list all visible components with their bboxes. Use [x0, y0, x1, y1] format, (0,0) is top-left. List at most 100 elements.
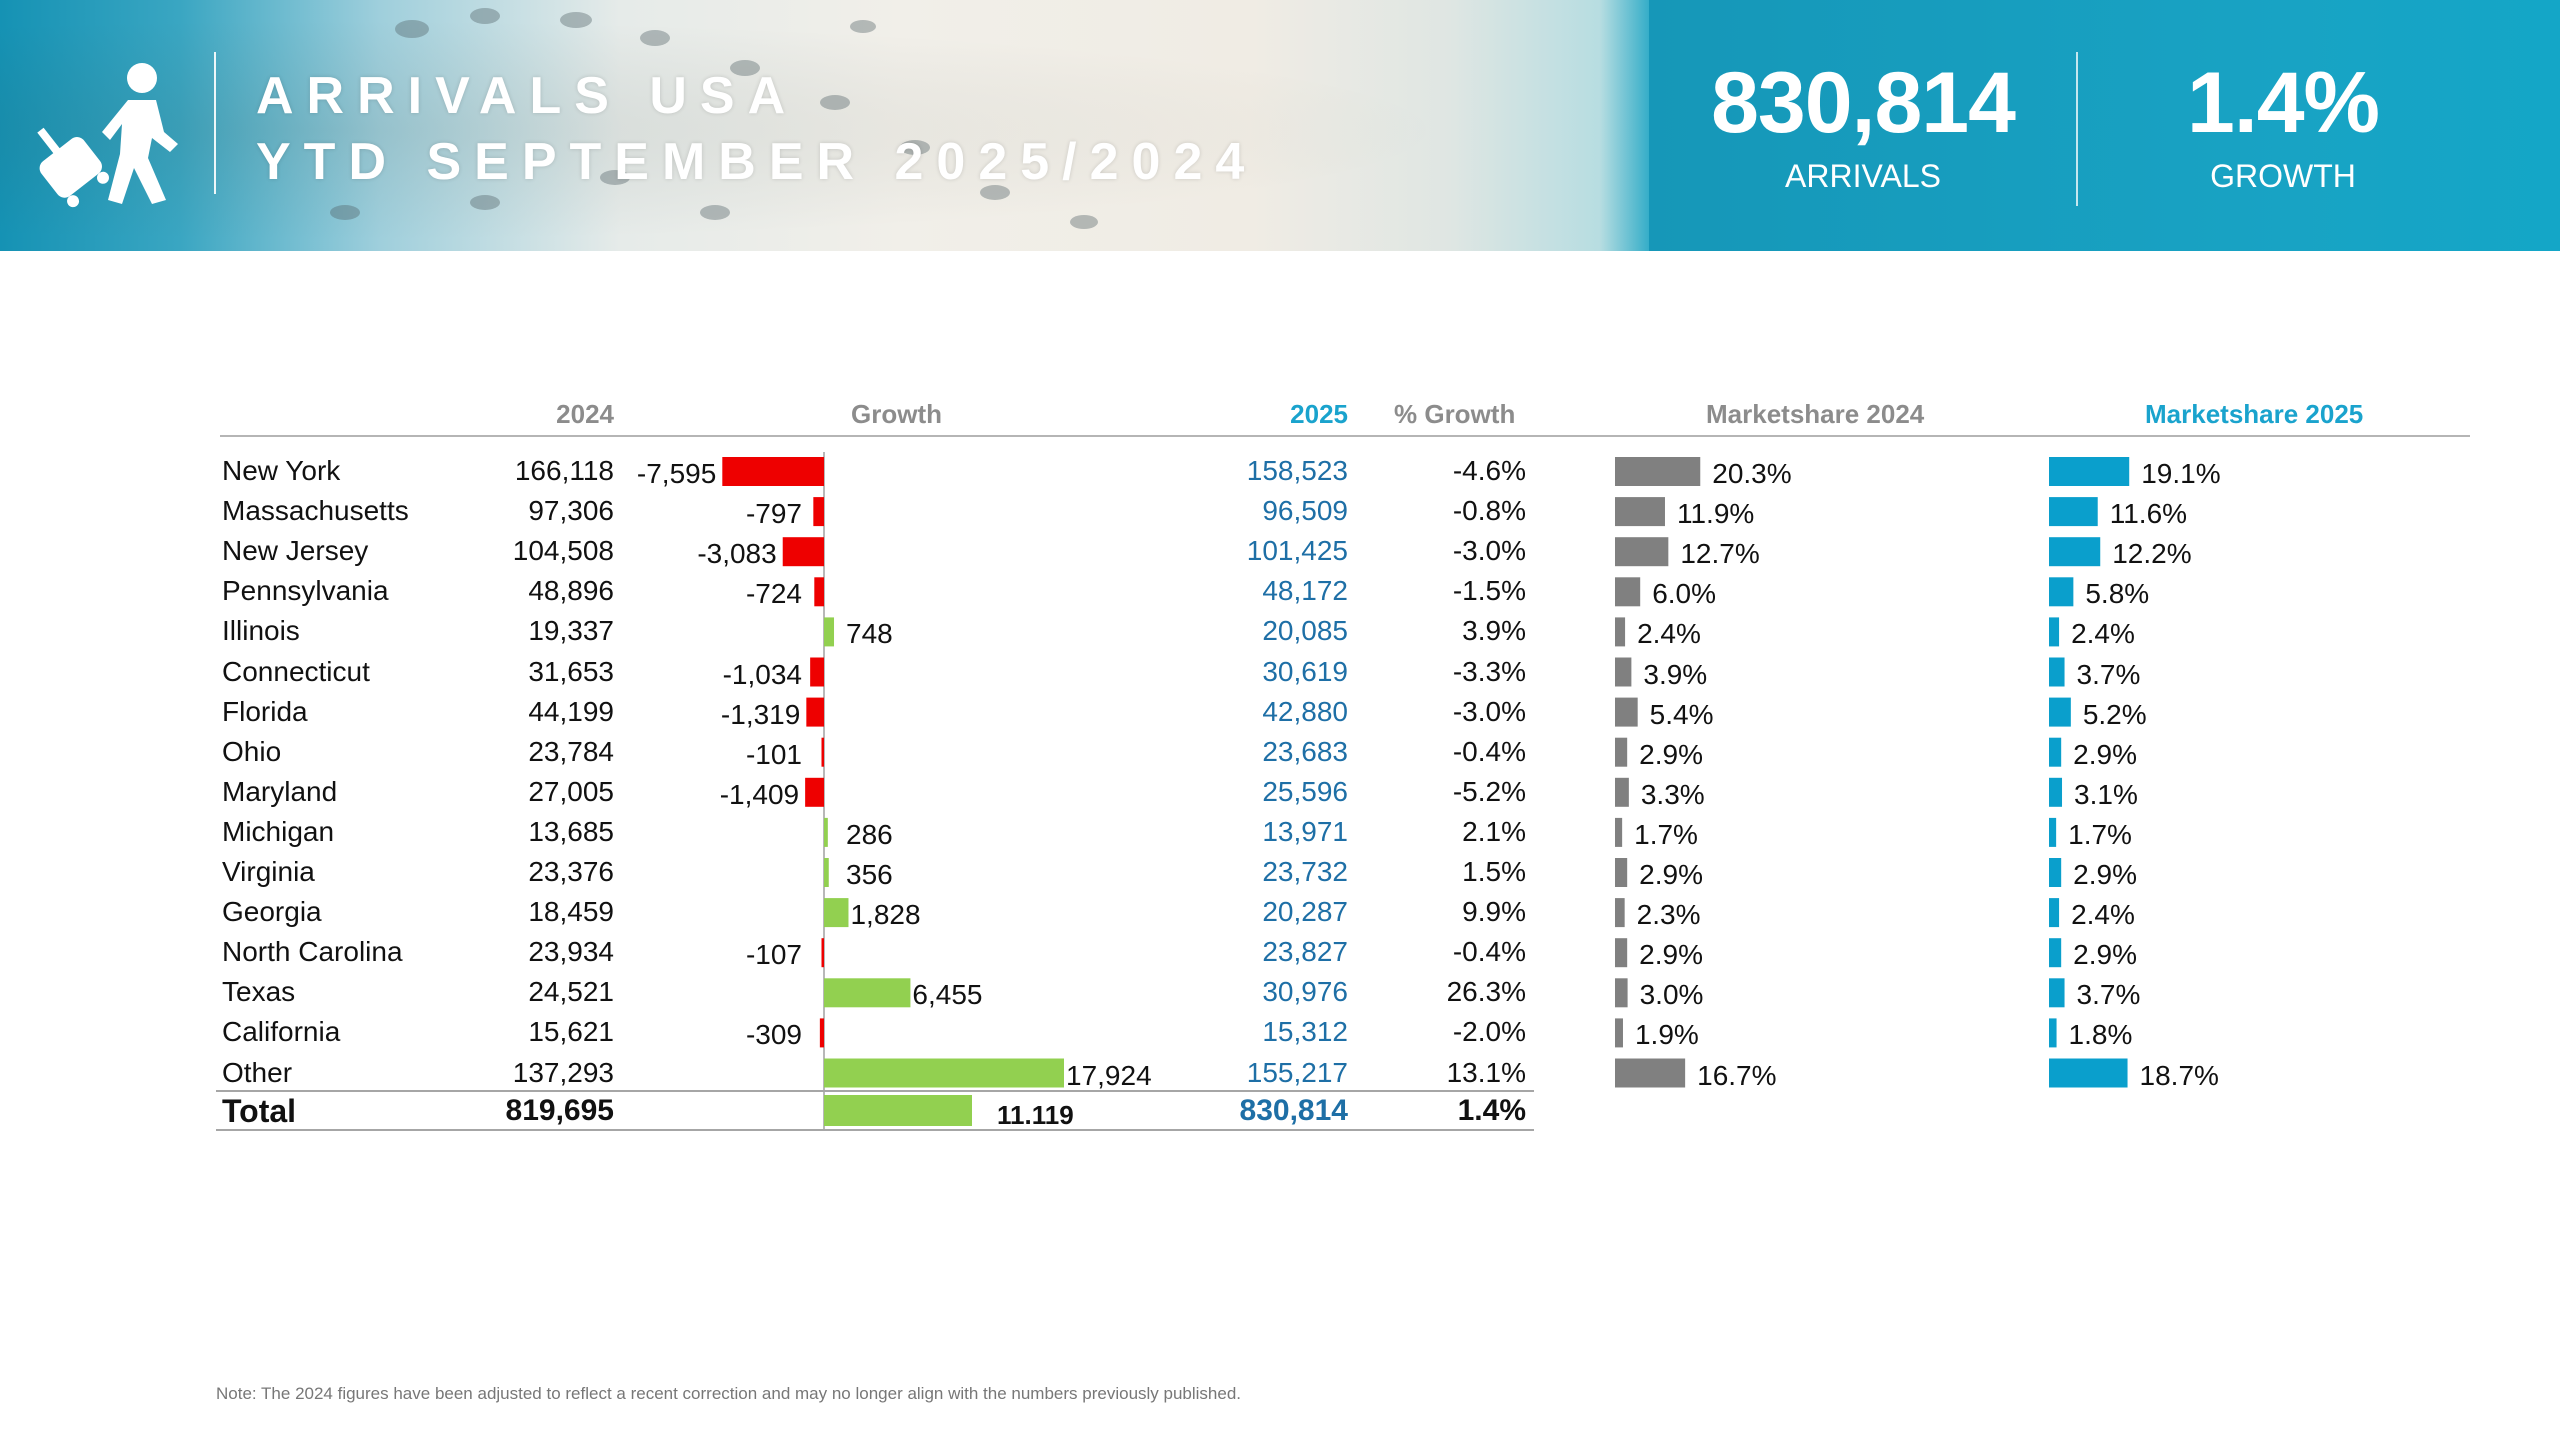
- growth-label: GROWTH: [2210, 158, 2356, 194]
- value-2024: 166,118: [514, 455, 614, 486]
- total-label: Total: [222, 1093, 297, 1129]
- growth-label: 1,828: [850, 899, 921, 931]
- growth-bar: [824, 617, 835, 647]
- title-line-1: ARRIVALS USA: [256, 67, 799, 125]
- share-2025-label: 5.2%: [2082, 698, 2147, 730]
- umbrella-decor: [640, 30, 670, 46]
- growth-bar: [821, 737, 824, 767]
- share-2024-bar: [1615, 1058, 1686, 1088]
- share-2025-label: 2.9%: [2073, 859, 2137, 890]
- value-2024: 23,784: [528, 735, 614, 767]
- pct-growth: 1.5%: [1462, 856, 1526, 887]
- value-2024: 27,005: [528, 775, 614, 807]
- share-2024-label: 2.9%: [1639, 738, 1703, 770]
- share-2025-label: 5.8%: [2085, 578, 2150, 610]
- share-2025-label: 2.9%: [2073, 939, 2137, 971]
- state-label: Texas: [222, 976, 296, 1008]
- stats-panel: [1649, 0, 2560, 251]
- growth-bar: [819, 1018, 824, 1048]
- share-2025-bar: [2049, 617, 2060, 647]
- stats-divider: [2076, 52, 2078, 206]
- total-growth-bar: [824, 1095, 972, 1126]
- share-2025-bar: [2049, 497, 2098, 527]
- growth-bar: [824, 898, 849, 928]
- growth-label: -7,595: [636, 458, 717, 489]
- share-2024-bar: [1615, 777, 1629, 807]
- pct-growth: -3.0%: [1452, 535, 1526, 567]
- state-label: North Carolina: [222, 936, 403, 968]
- share-2024-bar: [1615, 657, 1632, 687]
- arrivals-value: 830,814: [1711, 55, 2016, 151]
- share-2024-label: 5.4%: [1649, 698, 1714, 730]
- state-label: Illinois: [222, 615, 300, 647]
- share-2025-bar: [2049, 858, 2062, 887]
- arrivals-label: ARRIVALS: [1785, 158, 1941, 194]
- value-2025: 23,827: [1262, 936, 1348, 968]
- total-2025: 830,814: [1239, 1094, 1348, 1127]
- umbrella-decor: [900, 140, 930, 155]
- share-2024-bar: [1615, 817, 1623, 847]
- value-2024: 137,293: [512, 1056, 614, 1088]
- share-2024-bar: [1615, 617, 1626, 647]
- state-label: Massachusetts: [222, 495, 409, 527]
- pct-growth: 13.1%: [1446, 1056, 1526, 1088]
- beach-shade: [0, 0, 1650, 251]
- growth-bar: [821, 938, 824, 968]
- value-2025: 101,425: [1246, 535, 1348, 567]
- umbrella-decor: [560, 12, 592, 28]
- growth-label: -724: [745, 578, 802, 610]
- share-2025-bar: [2049, 457, 2130, 486]
- state-label: Pennsylvania: [222, 575, 389, 607]
- umbrella-decor: [850, 20, 876, 33]
- share-2024-bar: [1615, 978, 1628, 1008]
- umbrella-decor: [730, 60, 760, 76]
- value-2024: 23,934: [528, 936, 614, 968]
- growth-bar: [810, 657, 824, 687]
- umbrella-decor: [600, 170, 630, 185]
- share-2025-bar: [2049, 737, 2062, 767]
- value-2024: 31,653: [528, 655, 614, 687]
- growth-bar: [824, 1058, 1064, 1088]
- value-2024: 23,376: [528, 856, 614, 887]
- state-label: Other: [222, 1056, 293, 1088]
- share-2025-label: 2.4%: [2071, 899, 2135, 931]
- share-2025-bar: [2049, 817, 2057, 847]
- share-2025-bar: [2049, 1018, 2057, 1048]
- value-2025: 20,287: [1262, 896, 1348, 928]
- share-2025-label: 3.7%: [2076, 658, 2141, 690]
- share-2025-bar: [2049, 537, 2101, 567]
- growth-bar: [805, 777, 824, 807]
- col-header-share-2025: Marketshare 2025: [2145, 399, 2364, 429]
- value-2024: 15,621: [528, 1016, 614, 1048]
- state-label: California: [222, 1016, 341, 1048]
- value-2025: 158,523: [1246, 455, 1348, 486]
- value-2024: 18,459: [528, 896, 614, 928]
- share-2024-bar: [1615, 697, 1638, 727]
- share-2025-bar: [2049, 1058, 2128, 1088]
- growth-bar: [824, 978, 911, 1008]
- share-2025-label: 18.7%: [2139, 1059, 2219, 1091]
- state-label: New York: [222, 455, 341, 486]
- share-2024-label: 2.4%: [1637, 618, 1701, 650]
- pct-growth: -2.0%: [1452, 1016, 1526, 1048]
- growth-bar: [824, 817, 828, 847]
- value-2025: 25,596: [1262, 775, 1348, 807]
- col-header-2025: 2025: [1290, 399, 1348, 429]
- pct-growth: 9.9%: [1462, 896, 1526, 928]
- umbrella-decor: [395, 20, 429, 38]
- share-2024-label: 12.7%: [1680, 538, 1760, 570]
- share-2024-label: 3.0%: [1639, 979, 1704, 1011]
- umbrella-decor: [700, 205, 730, 220]
- share-2024-bar: [1615, 457, 1701, 486]
- share-2025-label: 3.7%: [2076, 979, 2141, 1011]
- total-growth: 11.119: [997, 1100, 1074, 1130]
- share-2024-label: 16.7%: [1697, 1059, 1777, 1091]
- share-2025-bar: [2049, 657, 2065, 687]
- value-2025: 30,976: [1262, 976, 1348, 1008]
- value-2024: 97,306: [528, 495, 614, 527]
- value-2025: 23,732: [1262, 856, 1348, 887]
- growth-label: -1,319: [720, 698, 801, 730]
- share-2024-label: 20.3%: [1712, 458, 1792, 489]
- value-2025: 155,217: [1246, 1056, 1348, 1088]
